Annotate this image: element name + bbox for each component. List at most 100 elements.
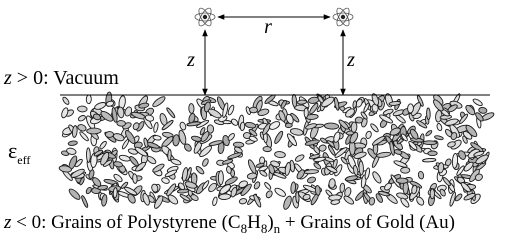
nucleus: [203, 15, 207, 19]
grain: [423, 141, 437, 145]
grain: [233, 142, 244, 148]
grain: [324, 123, 339, 130]
grain: [297, 100, 307, 105]
grain: [428, 151, 437, 156]
subscript: eff: [17, 153, 30, 167]
grain: [345, 175, 358, 182]
caption-text: + Grains of Gold (Au): [280, 212, 455, 233]
grain: [265, 190, 274, 199]
grain: [250, 107, 258, 113]
grain: [355, 117, 363, 123]
grain: [457, 150, 467, 161]
grain: [364, 168, 370, 180]
grain: [81, 195, 89, 208]
grain: [399, 197, 410, 209]
grain: [340, 183, 345, 193]
grain: [315, 185, 321, 195]
grain: [99, 140, 108, 150]
grain: [292, 94, 297, 107]
grain: [253, 194, 263, 208]
grain: [68, 140, 78, 146]
grain: [274, 151, 285, 158]
grain: [68, 187, 82, 201]
grain: [304, 108, 308, 117]
grain: [142, 193, 151, 206]
grain: [77, 114, 86, 122]
grain: [166, 107, 176, 119]
grain: [113, 161, 123, 168]
grain: [418, 171, 425, 180]
grain: [219, 193, 231, 199]
grain: [189, 104, 195, 114]
grain: [179, 121, 187, 130]
medium-label: εeff: [8, 138, 30, 167]
grain: [240, 122, 245, 131]
grain: [376, 151, 391, 158]
grain: [353, 165, 359, 176]
grain: [151, 95, 166, 108]
grain: [212, 197, 218, 207]
grain: [86, 95, 91, 104]
grain: [434, 135, 444, 140]
height-label: z: [346, 49, 355, 71]
grain: [239, 198, 247, 205]
grain: [264, 182, 272, 191]
grain: [472, 98, 483, 107]
grain: [77, 123, 87, 132]
grain: [161, 177, 170, 185]
grain: [307, 176, 317, 184]
grain: [396, 178, 408, 184]
grain: [87, 128, 101, 134]
grain: [105, 131, 113, 137]
grain: [296, 192, 300, 204]
grain: [128, 155, 139, 167]
grain: [227, 132, 236, 141]
grain: [146, 155, 157, 165]
grain: [77, 106, 87, 112]
separation-label: r: [264, 16, 272, 38]
caption-text: H: [247, 212, 261, 233]
grain: [274, 187, 287, 198]
grain: [290, 128, 304, 137]
atom: [333, 6, 353, 27]
grain: [425, 130, 433, 137]
grain: [284, 162, 291, 176]
grain: [370, 123, 380, 133]
grain: [478, 107, 487, 114]
grain: [282, 195, 293, 210]
caption-text: < 0: Grains of Polystyrene (C: [11, 212, 240, 233]
grain: [371, 170, 383, 184]
symbol: ε: [8, 138, 17, 163]
grain: [436, 123, 442, 131]
grain: [333, 131, 341, 143]
height-label: z: [186, 49, 195, 71]
grain: [195, 165, 205, 175]
grain: [426, 108, 430, 120]
caption: z < 0: Grains of Polystyrene (C8H8)n + G…: [3, 212, 455, 236]
grain: [245, 122, 256, 129]
grain: [359, 161, 364, 175]
grain: [119, 154, 131, 162]
grain: [153, 122, 159, 133]
grain: [218, 171, 223, 185]
grain: [132, 174, 137, 184]
grain: [201, 158, 209, 167]
label-text: > 0: Vacuum: [12, 67, 119, 89]
grain-layer: [59, 92, 495, 211]
grain: [113, 187, 118, 197]
grain: [422, 158, 436, 162]
grain: [273, 130, 284, 144]
grain: [294, 154, 305, 163]
grain: [353, 100, 357, 108]
grain: [86, 148, 90, 163]
grain: [430, 189, 434, 199]
grain: [259, 169, 268, 177]
grain: [168, 149, 172, 160]
grain: [401, 167, 410, 173]
grain: [334, 97, 340, 111]
grain: [365, 131, 372, 140]
grain: [407, 104, 413, 113]
grain: [172, 134, 179, 146]
grain: [94, 101, 107, 111]
grain: [224, 175, 238, 186]
